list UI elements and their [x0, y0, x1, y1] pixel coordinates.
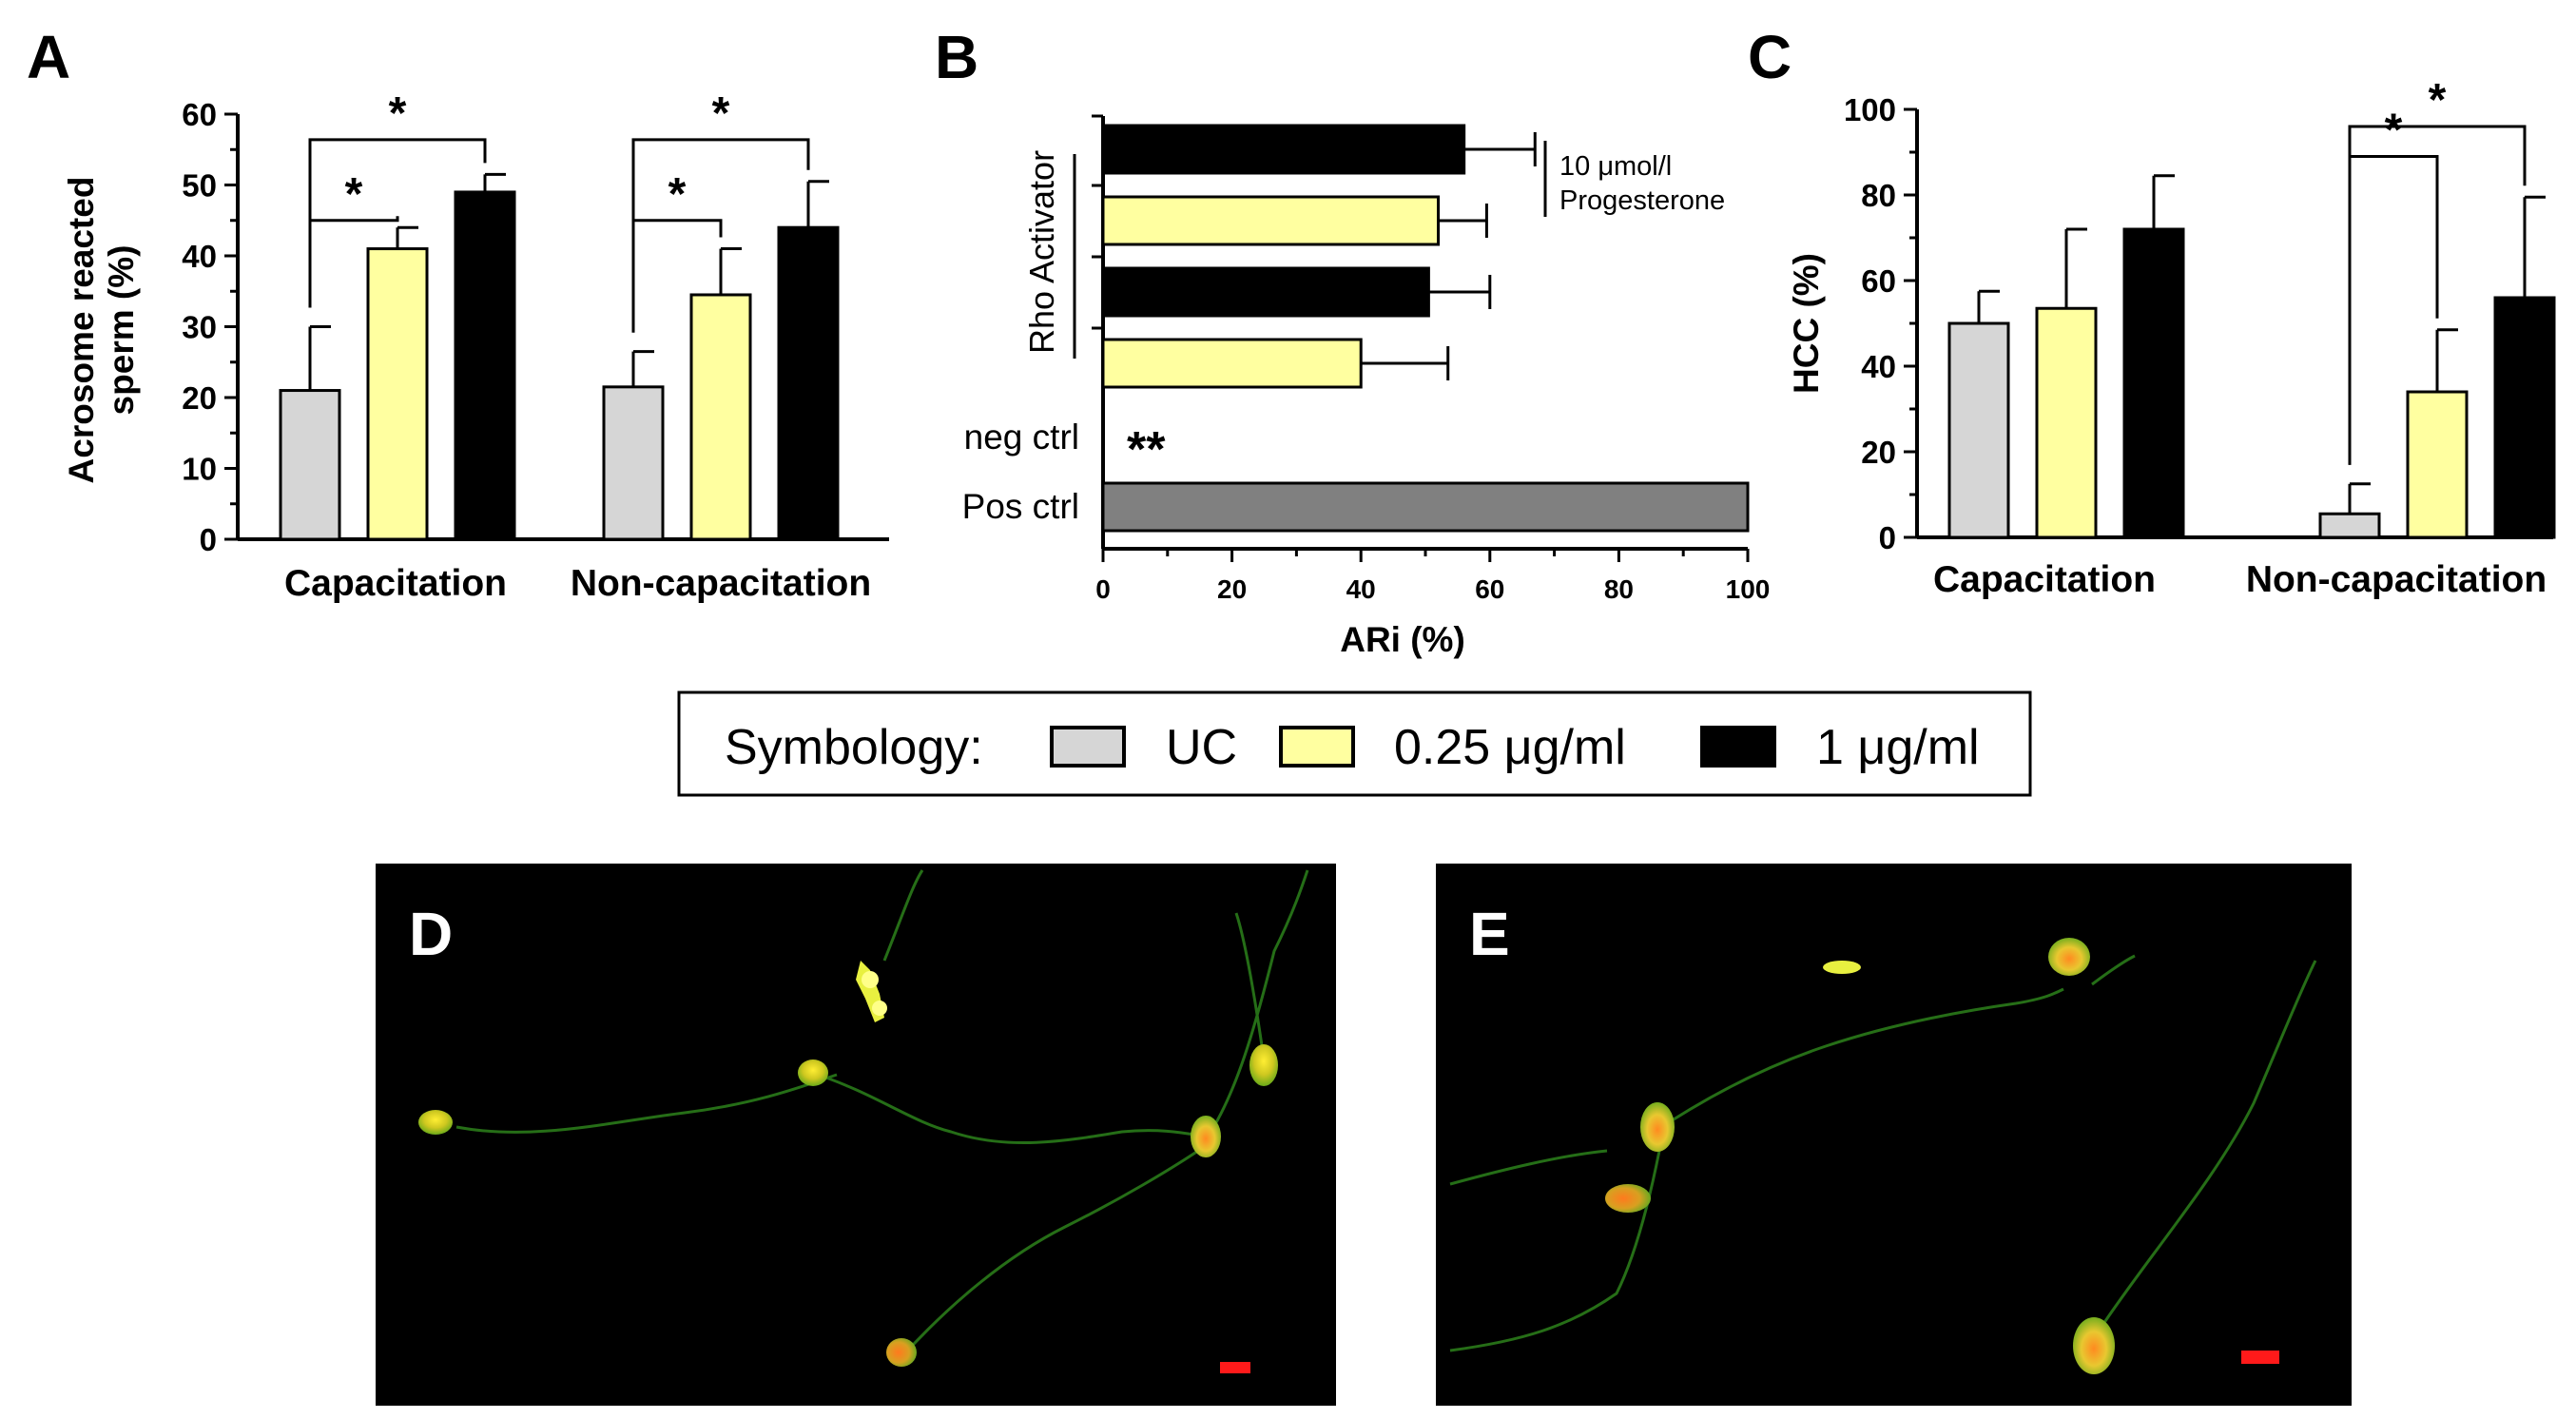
panel-b-xlabel: ARi (%)	[1340, 620, 1465, 659]
significance-bracket	[308, 138, 487, 308]
bar-0-25-g-ml	[2406, 390, 2469, 539]
panel-e: E	[1436, 864, 2352, 1406]
y-tick-label: 40	[1861, 349, 1896, 384]
y-tick-label: 40	[182, 239, 217, 274]
bar-uc	[602, 385, 665, 541]
panel-c-category-capacitation: Capacitation	[1933, 559, 2156, 600]
panel-c-category-non-capacitation: Non-capacitation	[2246, 559, 2547, 600]
x-tick-label: 20	[1217, 574, 1247, 604]
bar-pos-ctrl	[1101, 481, 1750, 533]
bar-0-25-g-ml	[2035, 306, 2098, 539]
panel-c-significance: **	[2348, 75, 2527, 465]
y-tick-label: 0	[1879, 520, 1896, 555]
panel-b-bars	[1101, 124, 1750, 533]
panel-b: B 0 20 40 60 80 100 Rho Activator 10 μmol/l P…	[935, 23, 1770, 659]
panel-a-bars	[279, 172, 840, 541]
panel-b-progesterone-line2: Progesterone	[1559, 185, 1725, 216]
y-tick-label: 80	[1861, 178, 1896, 213]
significance-star: *	[668, 169, 687, 220]
bar-1-g-ml	[2493, 296, 2556, 539]
panel-a-ylabel: Acrosome reacted sperm (%)	[62, 177, 141, 484]
bar-rho-activator-2	[1101, 195, 1441, 246]
bar-1-g-ml	[2122, 227, 2185, 539]
y-tick-label: 0	[200, 522, 217, 557]
panel-a-category-non-capacitation: Non-capacitation	[571, 563, 871, 604]
legend-label-high: 1 μg/ml	[1816, 720, 1980, 775]
panel-a-significance: * * * *	[308, 88, 810, 333]
panel-a-ylabel-line1: Acrosome reacted	[62, 177, 101, 484]
x-tick-label: 40	[1346, 574, 1376, 604]
bar-uc	[2318, 512, 2381, 539]
bar-uc	[279, 389, 341, 541]
significance-star: *	[2385, 106, 2403, 156]
panel-letter-b: B	[935, 23, 978, 91]
legend-swatch-low	[1279, 726, 1355, 768]
panel-b-progesterone-line1: 10 μmol/l	[1559, 151, 1672, 182]
y-tick-label: 30	[182, 310, 217, 345]
x-tick-label: 100	[1726, 574, 1771, 604]
legend-label-low: 0.25 μg/ml	[1394, 720, 1626, 775]
bar-0-25-g-ml	[366, 247, 429, 541]
panel-c-ylabel: HCC (%)	[1787, 253, 1826, 394]
y-tick-label: 100	[1844, 92, 1896, 127]
panel-c-bars	[1947, 174, 2556, 539]
legend-swatch-uc	[1050, 726, 1126, 768]
panel-d: D	[376, 864, 1336, 1406]
significance-star: *	[712, 88, 730, 139]
panel-d-micrograph	[376, 864, 1336, 1406]
y-tick-label: 50	[182, 168, 217, 204]
panel-a: A Acrosome reacted sperm (%) 0 10 20 30 40 50…	[27, 23, 889, 604]
significance-star: *	[2429, 75, 2447, 126]
legend-title: Symbology:	[725, 720, 983, 775]
bar-1-g-ml	[454, 190, 516, 541]
y-tick-label: 20	[1861, 435, 1896, 470]
bar-rho-activator-1	[1101, 124, 1466, 175]
panel-a-ylabel-line2: sperm (%)	[102, 245, 141, 416]
significance-bracket	[2348, 125, 2527, 465]
x-tick-label: 0	[1095, 574, 1111, 604]
bar-uc	[1947, 321, 2010, 539]
legend-swatch-high	[1700, 726, 1776, 768]
panel-b-neg-ctrl-annotation: **	[1127, 422, 1166, 477]
panel-e-micrograph	[1436, 864, 2352, 1406]
panel-b-group-label: Rho Activator	[1022, 150, 1061, 354]
x-tick-label: 60	[1475, 574, 1504, 604]
bar-rho-activator-3	[1101, 266, 1430, 318]
panel-e-sperm-heads	[1605, 938, 2115, 1374]
panel-a-category-capacitation: Capacitation	[284, 563, 507, 604]
y-tick-label: 60	[182, 97, 217, 132]
panel-letter-e: E	[1469, 900, 1510, 968]
legend: Symbology: UC 0.25 μg/ml 1 μg/ml	[677, 690, 2032, 797]
panel-d-scale-bar	[1220, 1362, 1250, 1373]
panel-letter-a: A	[27, 23, 70, 91]
significance-star: *	[389, 88, 407, 139]
significance-star: *	[345, 169, 363, 220]
significance-bracket	[631, 138, 810, 333]
bar-rho-activator-4	[1101, 338, 1363, 389]
panel-b-pos-ctrl-label: Pos ctrl	[962, 487, 1079, 526]
bar-1-g-ml	[777, 225, 840, 541]
x-tick-label: 80	[1604, 574, 1634, 604]
panel-c-axes: 0 20 40 60 80 100	[1844, 92, 2553, 555]
y-tick-label: 60	[1861, 263, 1896, 299]
bar-0-25-g-ml	[689, 293, 752, 541]
panel-letter-c: C	[1748, 23, 1792, 91]
panel-e-scale-bar	[2241, 1351, 2279, 1364]
y-tick-label: 10	[182, 452, 217, 487]
panel-d-sperm-tails	[455, 869, 1309, 1357]
y-tick-label: 20	[182, 380, 217, 416]
panel-a-axes: 0 10 20 30 40 50 60	[182, 97, 889, 557]
panel-letter-d: D	[409, 900, 453, 968]
legend-label-uc: UC	[1166, 720, 1237, 775]
panel-d-sperm-heads	[418, 961, 1278, 1367]
panel-b-axes: 0 20 40 60 80 100	[1092, 114, 1771, 604]
panel-b-neg-ctrl-label: neg ctrl	[964, 418, 1079, 457]
